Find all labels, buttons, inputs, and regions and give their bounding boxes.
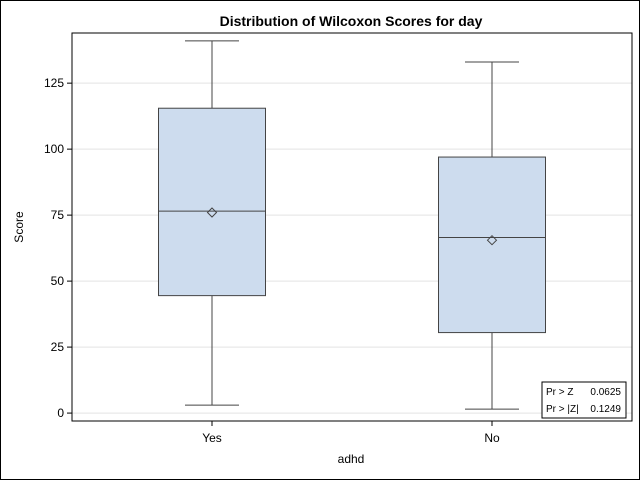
x-tick-label: Yes	[202, 431, 222, 445]
mean-marker	[486, 234, 498, 246]
x-tick-label: No	[484, 431, 500, 445]
chart-title: Distribution of Wilcoxon Scores for day	[220, 13, 483, 29]
y-tick-label: 0	[57, 406, 64, 420]
y-axis-label: Score	[12, 211, 26, 243]
grid-lines	[72, 82, 632, 414]
box-yes	[158, 40, 266, 406]
y-axis: 0 25 50 75 100 125	[44, 76, 72, 420]
y-tick-label: 125	[44, 76, 64, 90]
x-axis: Yes No	[202, 421, 500, 445]
stats-inset: Pr > Z 0.0625 Pr > |Z| 0.1249	[541, 381, 627, 419]
stats-label-pr-z: Pr > Z	[546, 387, 574, 398]
box-no	[438, 61, 546, 410]
stats-value-pr-z: 0.0625	[590, 387, 621, 398]
boxes	[158, 40, 546, 410]
plot-area	[71, 32, 633, 422]
stats-value-pr-abs-z: 0.1249	[590, 404, 621, 415]
stats-inset-border	[541, 381, 627, 419]
x-axis-label: adhd	[338, 452, 365, 466]
y-tick-label: 100	[44, 142, 64, 156]
interquartile-box	[158, 107, 266, 297]
y-tick-label: 50	[51, 274, 65, 288]
stats-label-pr-abs-z: Pr > |Z|	[546, 404, 579, 415]
y-tick-label: 75	[51, 208, 65, 222]
mean-marker	[206, 207, 218, 218]
y-tick-label: 25	[51, 340, 65, 354]
